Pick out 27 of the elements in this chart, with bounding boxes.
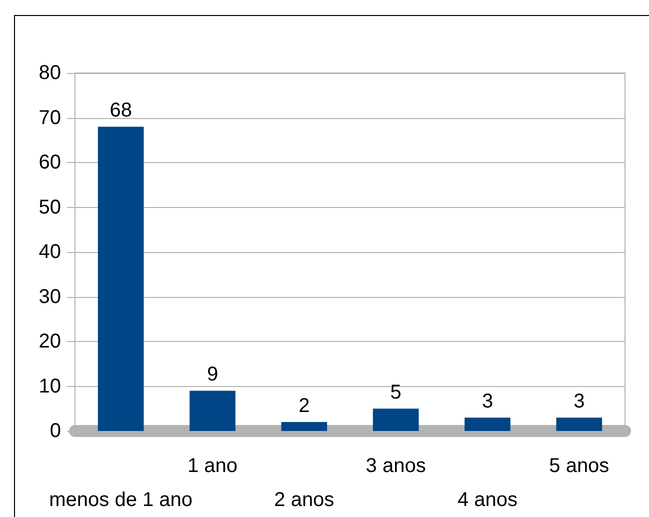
x-tick-label: 5 anos <box>549 455 610 477</box>
y-tick-label: 10 <box>38 375 61 398</box>
bar <box>556 418 602 431</box>
bar <box>98 126 144 431</box>
y-tick-label: 50 <box>38 196 61 218</box>
y-tick-label: 80 <box>38 62 61 84</box>
y-tick-label: 70 <box>38 106 61 129</box>
x-tick-label: 4 anos <box>457 489 518 511</box>
x-tick-label: 3 anos <box>366 455 426 477</box>
data-label: 68 <box>110 100 132 122</box>
y-tick-label: 40 <box>38 241 61 263</box>
y-tick-label: 60 <box>38 152 61 174</box>
bar <box>464 418 510 431</box>
y-tick-label: 30 <box>38 286 61 308</box>
x-tick-label: 1 ano <box>187 455 238 477</box>
x-tick-label: menos de 1 ano <box>49 489 193 511</box>
data-label: 9 <box>206 364 218 386</box>
bar <box>372 408 419 431</box>
data-label: 3 <box>482 390 494 413</box>
y-tick-label: 20 <box>38 330 61 352</box>
y-tick-label: 0 <box>50 420 61 442</box>
bar <box>281 422 328 431</box>
data-label: 3 <box>574 390 585 413</box>
data-label: 5 <box>390 382 402 404</box>
bar <box>190 390 236 431</box>
x-tick-label: 2 anos <box>274 489 334 511</box>
data-label: 2 <box>298 395 310 418</box>
